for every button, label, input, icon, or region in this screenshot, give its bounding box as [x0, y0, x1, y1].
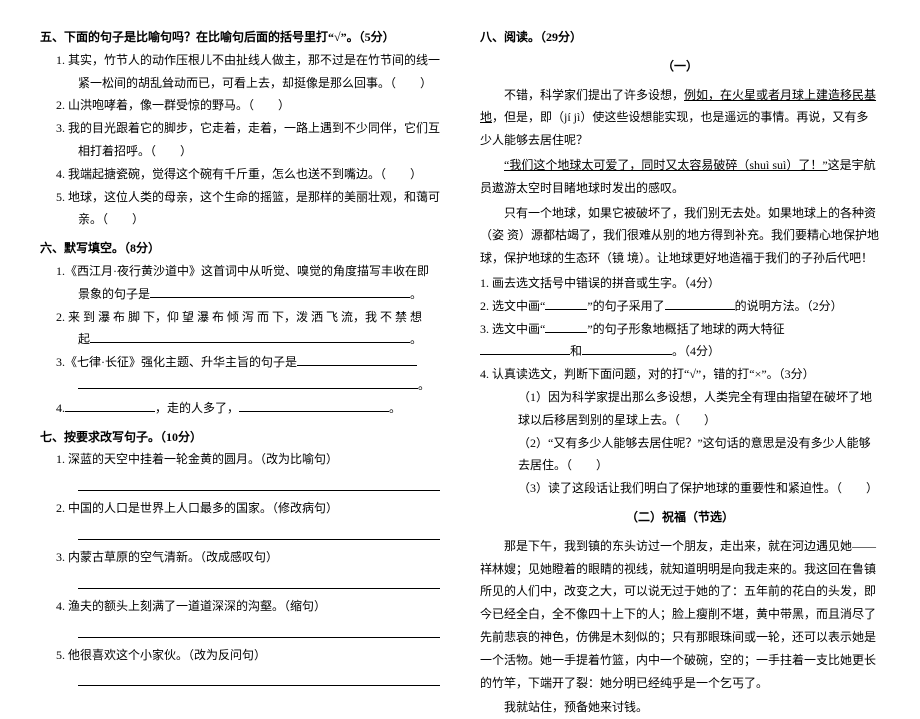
q8-4: 4. 认真读选文，判断下面问题，对的打“√”，错的打“×”。（3分）	[480, 363, 880, 386]
q5-5: 5. 地球，这位人类的母亲，这个生命的摇篮，是那样的美丽壮观，和蔼可亲。（ ）	[56, 186, 440, 232]
blank	[90, 331, 410, 343]
q6-4b: ，走的人多了，	[155, 401, 239, 415]
q7-3: 3. 内蒙古草原的空气清新。（改成感叹句）	[56, 546, 440, 569]
answer-line	[78, 526, 440, 540]
blank	[480, 343, 570, 355]
q8-3: 3. 选文中画“ ”的句子形象地概括了地球的两大特征	[480, 318, 880, 341]
q7-4: 4. 渔夫的额头上刻满了一道道深深的沟壑。（缩句）	[56, 595, 440, 618]
section-7-title: 七、按要求改写句子。（10分）	[40, 426, 440, 449]
p1-para1b: ，但是，即（jí jì）使这些设想能实现，也是遥远的事情。再说，又有多少人能够去…	[480, 110, 868, 147]
q5-1: 1. 其实，竹节人的动作压根儿不由扯线人做主，那不过是在竹节间的线一紧一松间的胡…	[56, 49, 440, 95]
q8-4-3: （3）读了这段话让我们明白了保护地球的重要性和紧迫性。（ ）	[518, 477, 880, 500]
blank	[582, 343, 672, 355]
section-8-title: 八、阅读。（29分）	[480, 26, 880, 49]
q6-2b-label: 起	[78, 332, 90, 346]
answer-line	[78, 672, 440, 686]
q8-3b: ”的句子形象地概括了地球的两大特征	[587, 322, 784, 336]
q6-1b-label: 景象的句子是	[78, 287, 150, 301]
q8-2a: 2. 选文中画“	[480, 299, 545, 313]
blank	[150, 286, 410, 298]
q8-4-2: （2）“又有多少人能够去居住呢？”这句话的意思是没有多少人能够去居住。（ ）	[518, 432, 880, 478]
q5-2: 2. 山洪咆哮着，像一群受惊的野马。（ ）	[56, 94, 440, 117]
passage-2-title: （二）祝福（节选）	[480, 506, 880, 529]
q5-3: 3. 我的目光跟着它的脚步，它走着，走着，一路上遇到不少同伴，它们互相打着招呼。…	[56, 117, 440, 163]
blank	[297, 354, 417, 366]
left-column: 五、下面的句子是比喻句吗？在比喻句后面的括号里打“√”。（5分） 1. 其实，竹…	[40, 20, 440, 630]
q6-3-label: 3.《七律·长征》强化主题、升华主旨的句子是	[56, 355, 297, 369]
q8-2b: ”的句子采用了	[587, 299, 664, 313]
passage-1-title: （一）	[480, 55, 880, 78]
q8-3a: 3. 选文中画“	[480, 322, 545, 336]
answer-line	[78, 624, 440, 638]
q8-2: 2. 选文中画“ ”的句子采用了 的说明方法。（2分）	[480, 295, 880, 318]
q8-4-1: （1）因为科学家提出那么多设想，人类完全有理由指望在破坏了地球以后移居到别的星球…	[518, 386, 880, 432]
q6-4: 4.，走的人多了，。	[56, 397, 440, 420]
q6-2b: 起。	[78, 328, 440, 351]
q6-3-line: 。	[78, 374, 440, 397]
q8-2c: 的说明方法。（2分）	[735, 299, 843, 313]
answer-line	[78, 477, 440, 491]
p1-para3: 只有一个地球，如果它被破坏了，我们别无去处。如果地球上的各种资（姿 资）源都枯竭…	[480, 202, 880, 270]
p1-para1: 不错，科学家们提出了许多设想，例如，在火星或者月球上建造移民基地，但是，即（jí…	[480, 84, 880, 152]
right-column: 八、阅读。（29分） （一） 不错，科学家们提出了许多设想，例如，在火星或者月球…	[480, 20, 880, 630]
blank	[545, 298, 587, 310]
answer-line	[78, 575, 440, 589]
q6-1b: 景象的句子是。	[78, 283, 440, 306]
p2-para2: 我就站住，预备她来讨钱。	[480, 696, 880, 719]
p2-para1: 那是下午，我到镇的东头访过一个朋友，走出来，就在河边遇见她——祥林嫂；见她瞪着的…	[480, 535, 880, 695]
q6-4a: 4.	[56, 401, 65, 415]
q6-2a: 2. 来 到 瀑 布 脚 下，仰 望 瀑 布 倾 泻 而 下，泼 洒 飞 流，我…	[56, 306, 440, 329]
p1-para1a: 不错，科学家们提出了许多设想，	[504, 88, 684, 102]
q7-5: 5. 他很喜欢这个小家伙。（改为反问句）	[56, 644, 440, 667]
blank	[239, 400, 389, 412]
blank	[665, 298, 735, 310]
blank	[65, 400, 155, 412]
blank	[545, 321, 587, 333]
q7-1: 1. 深蓝的天空中挂着一轮金黄的圆月。（改为比喻句）	[56, 448, 440, 471]
p1-para2-underline: “我们这个地球太可爱了，同时又太容易破碎（shuì suì）了！”	[504, 158, 828, 172]
q8-3-line2: 和 。（4分）	[480, 340, 880, 363]
q8-3d: 。（4分）	[672, 344, 720, 358]
q8-1: 1. 画去选文括号中错误的拼音或生字。（4分）	[480, 272, 880, 295]
section-5-title: 五、下面的句子是比喻句吗？在比喻句后面的括号里打“√”。（5分）	[40, 26, 440, 49]
q5-4: 4. 我端起搪瓷碗，觉得这个碗有千斤重，怎么也送不到嘴边。（ ）	[56, 163, 440, 186]
section-6-title: 六、默写填空。（8分）	[40, 237, 440, 260]
q6-1a: 1.《西江月·夜行黄沙道中》这首词中从听觉、嗅觉的角度描写丰收在即	[56, 260, 440, 283]
blank	[78, 377, 418, 389]
q6-3: 3.《七律·长征》强化主题、升华主旨的句子是	[56, 351, 440, 374]
q8-3c: 和	[570, 344, 582, 358]
q7-2: 2. 中国的人口是世界上人口最多的国家。（修改病句）	[56, 497, 440, 520]
p1-para2: “我们这个地球太可爱了，同时又太容易破碎（shuì suì）了！”这是宇航员遨游…	[480, 154, 880, 200]
